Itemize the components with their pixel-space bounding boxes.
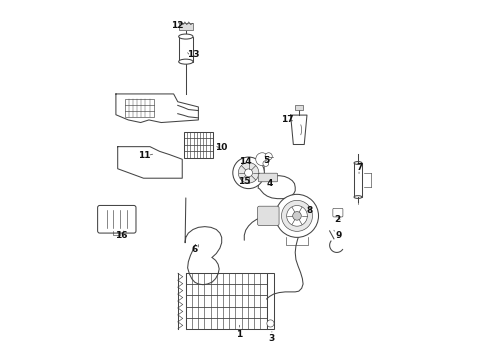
Bar	[186, 273, 267, 329]
Circle shape	[282, 201, 313, 231]
Text: 13: 13	[187, 50, 199, 59]
Text: 15: 15	[238, 177, 250, 186]
Ellipse shape	[354, 162, 362, 165]
Circle shape	[256, 153, 269, 166]
Polygon shape	[291, 115, 307, 144]
Polygon shape	[118, 147, 182, 178]
Text: 4: 4	[267, 179, 273, 188]
Text: 11: 11	[138, 151, 151, 160]
Text: 5: 5	[264, 156, 270, 165]
Circle shape	[245, 169, 252, 177]
Text: 16: 16	[115, 231, 127, 240]
FancyBboxPatch shape	[333, 208, 343, 217]
Circle shape	[267, 320, 274, 327]
Text: 17: 17	[281, 115, 294, 124]
Circle shape	[287, 206, 307, 226]
Circle shape	[265, 153, 272, 160]
Text: 9: 9	[335, 231, 342, 240]
Circle shape	[293, 212, 301, 220]
Text: 3: 3	[269, 334, 275, 343]
Polygon shape	[116, 94, 198, 122]
Bar	[184, 132, 213, 158]
Text: 2: 2	[334, 215, 341, 224]
Ellipse shape	[179, 59, 193, 64]
Bar	[179, 37, 193, 62]
Text: 12: 12	[171, 21, 183, 30]
Ellipse shape	[354, 195, 362, 198]
Circle shape	[238, 163, 259, 183]
Bar	[294, 105, 303, 110]
Text: 7: 7	[357, 163, 363, 172]
FancyBboxPatch shape	[98, 206, 136, 233]
Circle shape	[233, 157, 265, 189]
Text: 1: 1	[237, 330, 243, 339]
Text: 10: 10	[216, 143, 228, 152]
Bar	[354, 163, 362, 197]
Bar	[179, 23, 193, 30]
Circle shape	[263, 161, 269, 166]
Bar	[125, 99, 154, 117]
Text: 14: 14	[239, 157, 251, 166]
Circle shape	[275, 194, 319, 237]
FancyBboxPatch shape	[258, 206, 279, 226]
Ellipse shape	[179, 34, 193, 39]
FancyBboxPatch shape	[258, 173, 278, 182]
Text: 8: 8	[306, 206, 313, 215]
Text: 6: 6	[192, 246, 198, 255]
Bar	[267, 273, 274, 329]
